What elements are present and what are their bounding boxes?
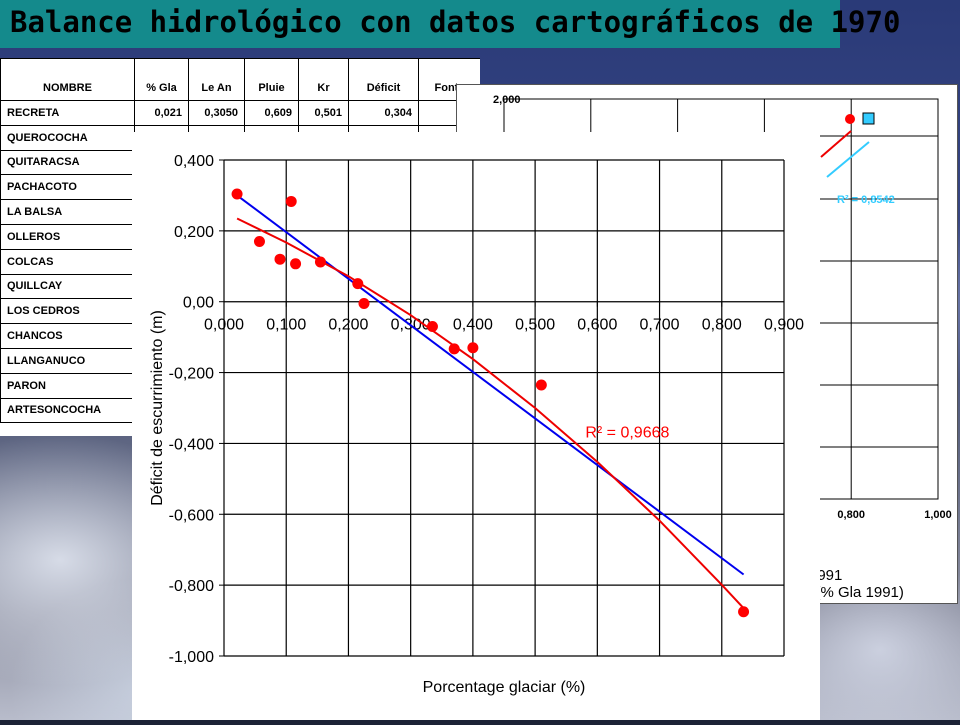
table-header-2: Le An: [188, 58, 245, 101]
polynomial-trendline: [820, 130, 852, 158]
y-tick-label: -1,000: [169, 649, 214, 666]
r-squared-label: R² = 0,8542: [837, 194, 895, 206]
title-bar: Balance hidrológico con datos cartográfi…: [0, 0, 900, 48]
basin-name-cell: LLANGANUCO: [0, 347, 135, 374]
slide-title: Balance hidrológico con datos cartográfi…: [10, 5, 901, 39]
data-point: [253, 235, 265, 247]
basin-name-cell: QUILLCAY: [0, 273, 135, 300]
x-tick-label: 0,700: [640, 317, 680, 334]
data-point: [274, 253, 286, 265]
basin-name-cell: QUEROCOCHA: [0, 124, 135, 151]
data-point: [314, 256, 326, 268]
data-point: [845, 114, 855, 124]
data-point: [285, 195, 297, 207]
data-point: [352, 278, 364, 290]
basin-name-cell: LA BALSA: [0, 199, 135, 225]
data-point: [738, 606, 750, 618]
basin-name-cell: ARTESONCOCHA: [0, 397, 135, 424]
x-tick-label: 0,200: [328, 317, 368, 334]
chart-1970-panel: 0,000 0,100 0,200 0,300 0,400 0,500 0,600 0,700…: [132, 132, 820, 720]
value-cell: 0,609: [244, 100, 299, 126]
basin-name-cell: OLLEROS: [0, 223, 135, 250]
y-tick-label: -0,400: [169, 436, 214, 453]
value-cell: 0,3050: [188, 100, 245, 126]
data-point: [535, 379, 547, 391]
basin-name-cell: LOS CEDROS: [0, 298, 135, 325]
table-header-1: % Gla: [134, 58, 189, 101]
data-point: [231, 188, 243, 200]
table-header-5: Déficit: [348, 58, 419, 101]
r-squared-label: R² = 0,9668: [585, 425, 669, 442]
basin-name-cell: CHANCOS: [0, 323, 135, 349]
value-cell: 0,501: [298, 100, 349, 126]
x-tick-label: 1,000: [924, 509, 952, 521]
table-header-row: NOMBRE% Gla Le An Pluie Kr Déficit Fonte: [0, 58, 480, 101]
table-header-6: Fonte: [418, 58, 480, 101]
y-tick-label: 2,000: [493, 94, 521, 106]
table-row: RECRETA 0,021 0,3050 0,609 0,501 0,304: [0, 100, 480, 126]
x-axis-label: Porcentage glaciar (%): [423, 679, 586, 696]
data-point: [426, 321, 438, 333]
x-tick-label: 0,400: [453, 317, 493, 334]
y-axis-label: Déficit de escurrimiento (m): [149, 310, 166, 506]
legend-marker: [862, 112, 875, 125]
value-cell: 0,304: [348, 100, 419, 126]
value-cell: 0,021: [134, 100, 189, 126]
x-tick-label: 0,500: [515, 317, 555, 334]
x-tick-label: 0,600: [577, 317, 617, 334]
x-tick-label: 0,000: [204, 317, 244, 334]
x-tick-label: 0,900: [764, 317, 804, 334]
y-tick-label: 0,200: [174, 224, 214, 241]
y-tick-label: 0,400: [174, 153, 214, 170]
x-tick-label: 0,100: [266, 317, 306, 334]
basin-name-cell: PARON: [0, 372, 135, 399]
chart-1970: 0,000 0,100 0,200 0,300 0,400 0,500 0,600 0,700…: [149, 153, 804, 696]
data-point: [358, 297, 370, 309]
data-point: [467, 342, 479, 354]
basin-name-cell: COLCAS: [0, 248, 135, 275]
table-header-4: Kr: [298, 58, 349, 101]
x-tick-label: 0,800: [702, 317, 742, 334]
basin-name-cell: RECRETA: [0, 100, 135, 126]
y-tick-label: -0,200: [169, 366, 214, 383]
x-tick-label: 0,800: [837, 509, 865, 521]
table-header-0: NOMBRE: [0, 58, 135, 101]
y-tick-label: -0,600: [169, 507, 214, 524]
linear-trendline: [826, 141, 870, 178]
linear-trendline: [236, 194, 745, 576]
x-axis-label: e (% Gla 1991): [803, 584, 904, 601]
basin-name-cell: QUITARACSA: [0, 149, 135, 176]
table-header-3: Pluie: [244, 58, 299, 101]
y-tick-label: -0,800: [169, 578, 214, 595]
data-point: [448, 343, 460, 355]
y-tick-label: 0,00: [183, 295, 214, 312]
data-point: [290, 258, 302, 270]
basin-name-cell: PACHACOTO: [0, 174, 135, 201]
polynomial-trendline: [236, 217, 745, 609]
